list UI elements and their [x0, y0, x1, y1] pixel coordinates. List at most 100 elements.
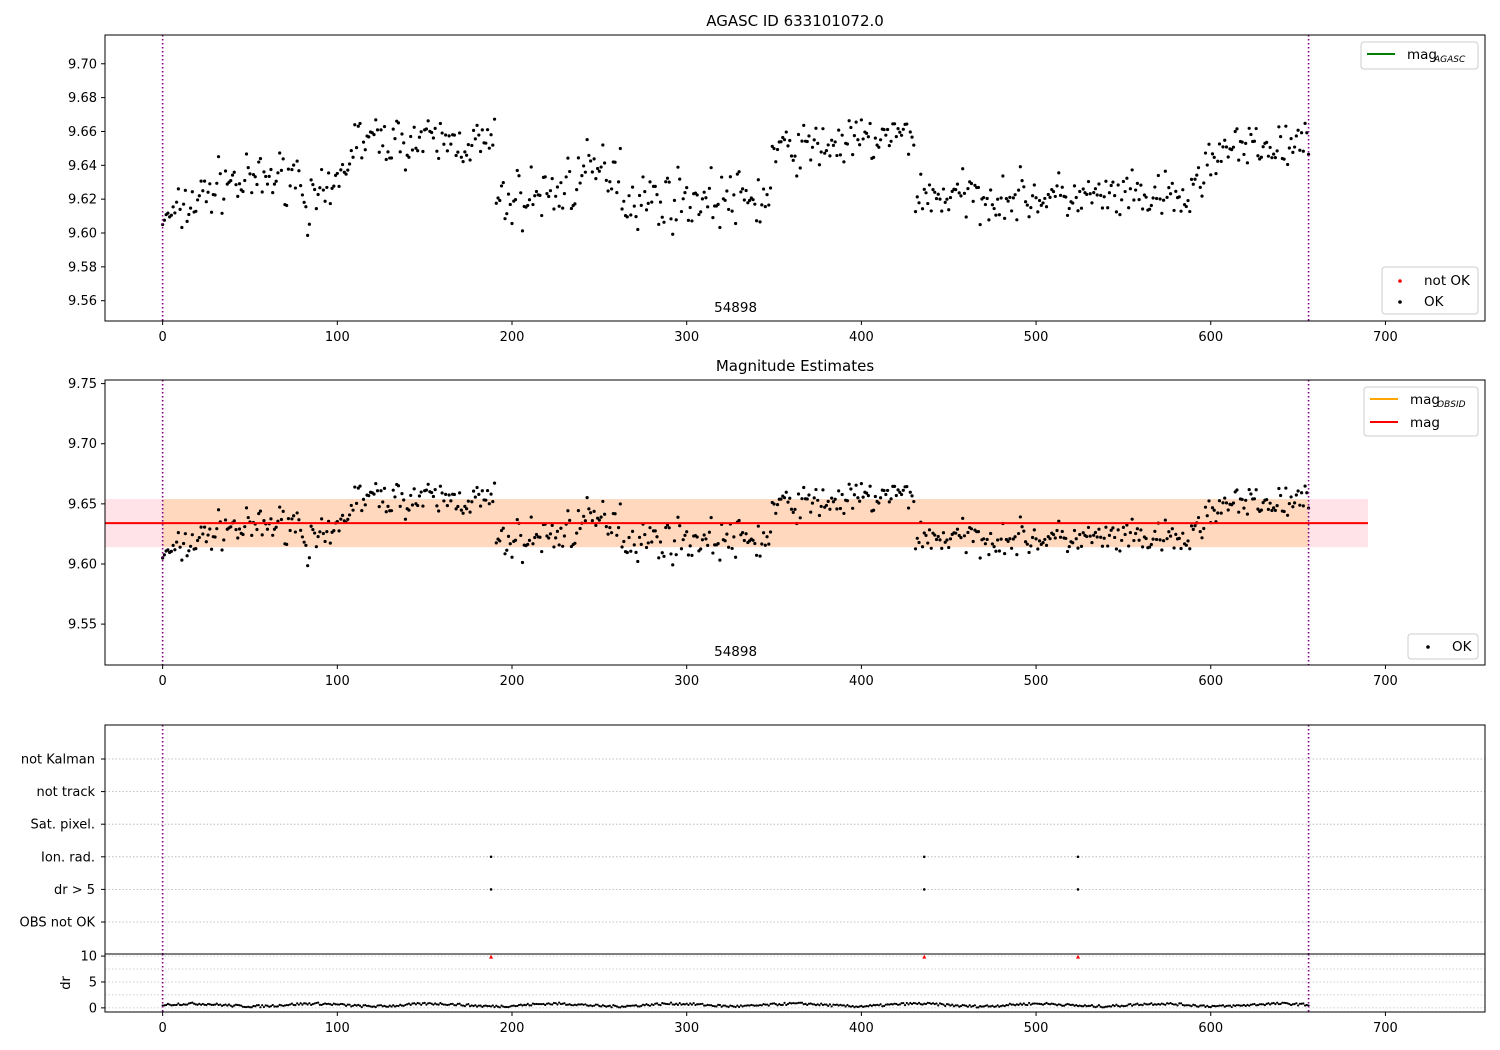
dr-point	[654, 1002, 657, 1005]
data-point-ok	[313, 187, 317, 192]
data-point-ok	[971, 199, 975, 203]
data-point-ok	[354, 501, 359, 505]
dr-point	[418, 1002, 421, 1005]
data-point-ok	[679, 209, 684, 214]
data-point-ok	[578, 526, 582, 531]
data-point-ok	[409, 493, 413, 498]
dr-point	[240, 1004, 243, 1007]
panel4-ytick-label: 5	[89, 975, 97, 990]
data-point-ok	[639, 203, 643, 207]
dr-point	[603, 1004, 606, 1008]
dr-point	[262, 1005, 266, 1009]
data-point-ok	[412, 125, 416, 129]
data-point-ok	[223, 518, 228, 522]
dr-point	[406, 1003, 409, 1006]
panel1-xtick-label: 700	[1373, 330, 1398, 345]
data-point-ok	[484, 141, 488, 145]
dr-point	[385, 1005, 388, 1008]
data-point-ok	[781, 135, 785, 140]
data-point-ok	[1198, 185, 1202, 189]
data-point-ok	[527, 538, 532, 542]
data-point-ok	[1167, 186, 1171, 190]
data-point-ok	[1153, 529, 1157, 533]
data-point-ok	[1093, 530, 1098, 535]
data-point-ok	[831, 143, 836, 147]
dr-point	[1225, 1004, 1228, 1008]
data-point-ok	[1016, 188, 1021, 192]
data-point-ok	[646, 201, 650, 205]
dr-point	[668, 1003, 671, 1006]
data-point-ok	[1109, 183, 1113, 188]
dr-point	[636, 1005, 639, 1008]
data-point-ok	[548, 189, 553, 193]
data-point-ok	[868, 121, 872, 126]
dr-point	[343, 1003, 346, 1006]
data-point-ok	[258, 509, 263, 513]
data-point-ok	[917, 540, 921, 545]
dr-point	[173, 1003, 176, 1007]
dr-point	[619, 1006, 622, 1009]
data-point-ok	[379, 489, 383, 493]
dr-point	[706, 1003, 709, 1006]
data-point-ok	[1036, 210, 1040, 214]
dr-point	[675, 1002, 678, 1005]
data-point-ok	[1100, 206, 1105, 210]
data-point-ok	[711, 551, 715, 555]
dr-point	[301, 1003, 304, 1006]
panel1-ytick-label: 9.58	[68, 260, 97, 275]
dr-point	[416, 1001, 419, 1005]
data-point-ok	[1252, 497, 1257, 501]
dr-point	[589, 1004, 592, 1007]
dr-point	[1253, 1002, 1256, 1006]
data-point-ok	[899, 492, 904, 497]
data-point-ok	[734, 555, 738, 559]
dr-point	[778, 1003, 781, 1006]
data-point-ok	[1011, 537, 1015, 541]
dr-point	[613, 1004, 617, 1007]
data-point-ok	[1130, 168, 1134, 172]
data-point-ok	[573, 541, 577, 545]
data-point-ok	[643, 532, 647, 537]
data-point-ok	[251, 173, 256, 177]
dr-point	[676, 1003, 680, 1006]
data-point-ok	[802, 485, 806, 490]
data-point-ok	[494, 541, 498, 545]
data-point-ok	[1127, 206, 1131, 210]
dr-point	[278, 1003, 281, 1006]
dr-point	[902, 1001, 905, 1005]
data-point-ok	[1170, 527, 1174, 531]
data-point-ok	[505, 212, 509, 216]
data-point-ok	[800, 139, 804, 143]
dr-point	[579, 1003, 582, 1006]
dr-point	[1014, 1004, 1017, 1007]
data-point-ok	[393, 137, 397, 141]
dr-point	[718, 1003, 721, 1007]
data-point-ok	[237, 182, 242, 186]
data-point-ok	[173, 211, 177, 215]
data-point-ok	[920, 545, 925, 549]
data-point-ok	[784, 130, 788, 134]
dr-point	[542, 1002, 545, 1006]
dr-point	[575, 1004, 578, 1007]
dr-point	[329, 1003, 332, 1006]
data-point-ok	[332, 184, 336, 188]
dr-point	[1232, 1004, 1235, 1007]
data-point-ok	[641, 175, 645, 179]
data-point-ok	[398, 504, 402, 508]
dr-point	[1022, 1002, 1025, 1005]
data-point-ok	[576, 508, 580, 513]
data-point-ok	[330, 186, 334, 190]
data-point-ok	[1207, 499, 1211, 503]
data-point-ok	[171, 205, 175, 209]
dr-point	[474, 1004, 477, 1007]
dr-point	[397, 1004, 400, 1008]
data-point-ok	[215, 527, 219, 531]
data-point-ok	[1296, 128, 1300, 132]
data-point-ok	[363, 503, 367, 507]
data-point-ok	[347, 162, 352, 166]
data-point-ok	[814, 126, 818, 130]
data-point-ok	[1268, 145, 1272, 150]
data-point-ok	[737, 518, 741, 523]
data-point-ok	[1053, 194, 1057, 199]
data-point-ok	[686, 553, 691, 557]
